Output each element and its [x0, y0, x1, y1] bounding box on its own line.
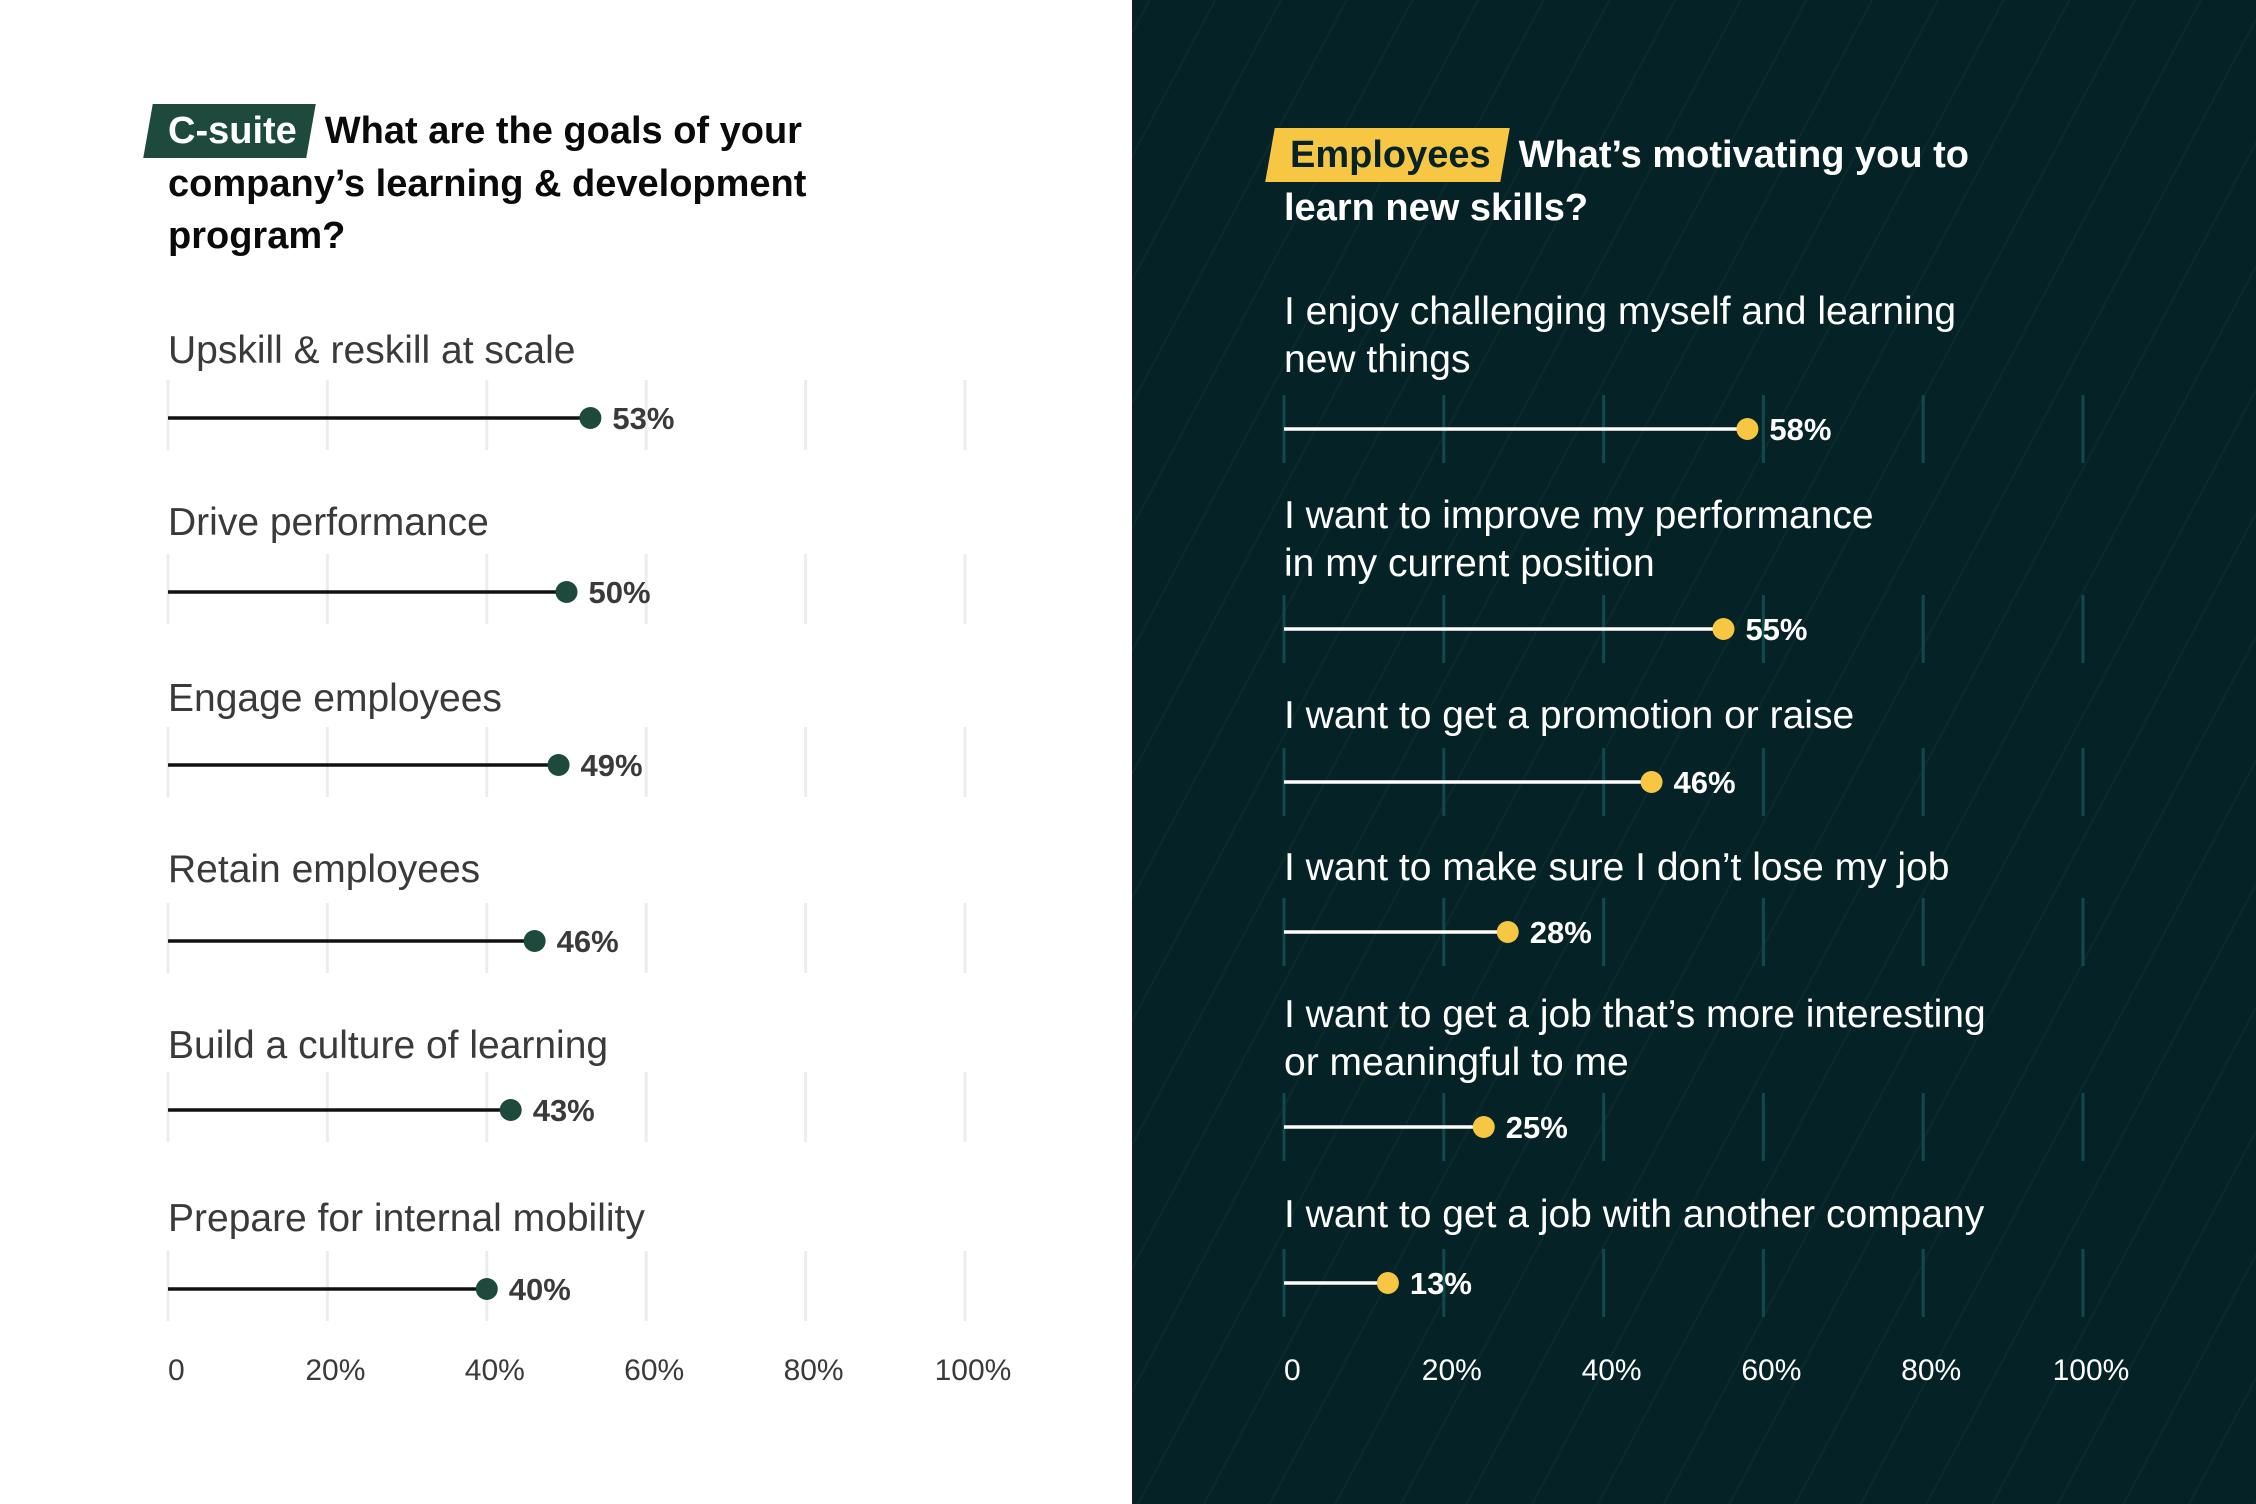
- value-label: 55%: [1745, 612, 1807, 647]
- x-tick-label: 40%: [465, 1354, 525, 1387]
- category-label: I want to improve my performance: [1284, 494, 1874, 537]
- x-tick-label: 0: [1284, 1354, 1301, 1387]
- lollipop-dot: [499, 1099, 522, 1121]
- x-tick-label: 20%: [1422, 1354, 1482, 1387]
- category-label: or meaningful to me: [1284, 1041, 1629, 1084]
- value-label: 49%: [581, 748, 643, 783]
- lollipop-dot: [555, 581, 578, 603]
- value-label: 50%: [589, 575, 651, 610]
- x-tick-label: 100%: [935, 1354, 1012, 1387]
- csuite-chart-title: What are the goals of your company’s lea…: [168, 110, 807, 257]
- value-label: 28%: [1530, 915, 1592, 950]
- value-label: 43%: [533, 1093, 595, 1128]
- lollipop-dot: [1712, 618, 1735, 640]
- employees-lollipop-chart: I enjoy challenging myself and learning n…: [1282, 290, 2130, 1387]
- category-label: Prepare for internal mobility: [168, 1197, 645, 1240]
- value-label: 53%: [612, 401, 674, 436]
- lollipop-dot: [547, 754, 570, 776]
- x-tick-label: 0: [168, 1354, 185, 1387]
- lollipop-dot: [1376, 1272, 1399, 1294]
- employees-chart-title: What’s motivating you to learn new skill…: [1284, 134, 1970, 229]
- employees-chart-header: Employees What’s motivating you to learn …: [1284, 128, 2044, 234]
- category-label: in my current position: [1284, 542, 1655, 585]
- employees-tag: Employees: [1270, 128, 1505, 182]
- lollipop-dot: [475, 1278, 498, 1300]
- value-label: 46%: [557, 924, 619, 959]
- category-label: Upskill & reskill at scale: [168, 329, 575, 372]
- employees-panel: [1132, 0, 2256, 1504]
- value-label: 13%: [1410, 1266, 1472, 1301]
- category-label: I want to get a job that’s more interest…: [1284, 993, 1986, 1036]
- lollipop-dot: [523, 930, 546, 952]
- category-label: new things: [1284, 338, 1470, 381]
- x-tick-label: 100%: [2053, 1354, 2130, 1387]
- x-tick-label: 80%: [784, 1354, 844, 1387]
- csuite-tag: C-suite: [148, 104, 311, 158]
- lollipop-dot: [1736, 418, 1759, 440]
- value-label: 46%: [1674, 765, 1736, 800]
- category-label: Engage employees: [168, 677, 502, 720]
- category-label: Build a culture of learning: [168, 1024, 608, 1067]
- category-label: Retain employees: [168, 848, 480, 891]
- value-label: 58%: [1769, 412, 1831, 447]
- x-tick-label: 60%: [624, 1354, 684, 1387]
- x-tick-label: 40%: [1582, 1354, 1642, 1387]
- lollipop-dot: [579, 407, 602, 429]
- lollipop-dot: [1472, 1116, 1495, 1138]
- value-label: 25%: [1506, 1110, 1568, 1145]
- csuite-chart-header: C-suite What are the goals of your compan…: [168, 104, 948, 262]
- x-tick-label: 60%: [1741, 1354, 1801, 1387]
- category-label: I want to get a job with another company: [1284, 1193, 1985, 1236]
- csuite-panel: [0, 0, 1132, 1504]
- lollipop-dot: [1496, 921, 1519, 943]
- x-tick-label: 80%: [1901, 1354, 1961, 1387]
- value-label: 40%: [509, 1272, 571, 1307]
- lollipop-dot: [1640, 771, 1663, 793]
- category-label: I want to make sure I don’t lose my job: [1284, 846, 1949, 889]
- category-label: I enjoy challenging myself and learning: [1284, 290, 1956, 333]
- csuite-lollipop-chart: Upskill & reskill at scale 53% Drive perfo…: [166, 329, 1012, 1387]
- x-tick-label: 20%: [305, 1354, 365, 1387]
- category-label: Drive performance: [168, 501, 489, 544]
- category-label: I want to get a promotion or raise: [1284, 694, 1854, 737]
